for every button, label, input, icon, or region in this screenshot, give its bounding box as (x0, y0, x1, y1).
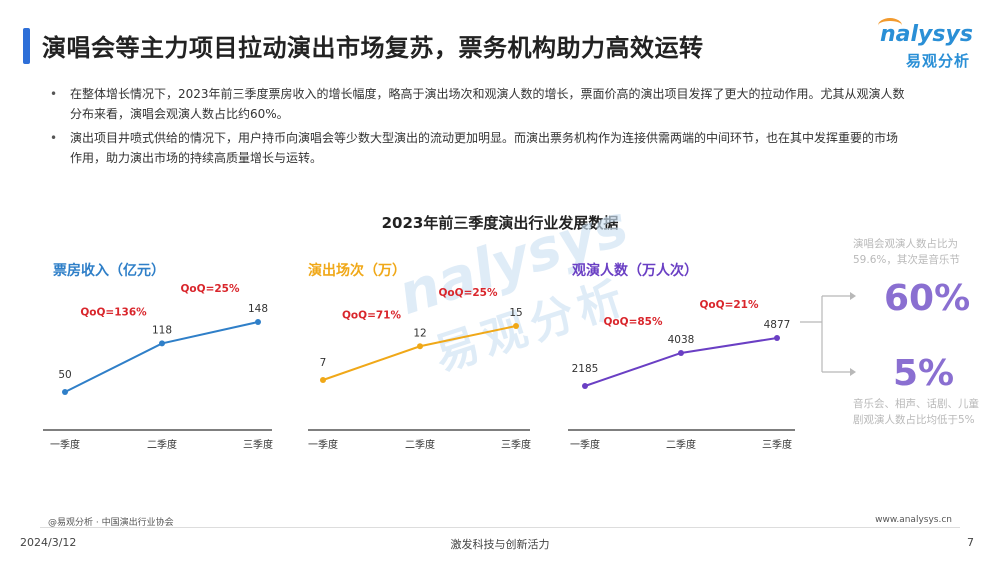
footer-date: 2024/3/12 (20, 536, 77, 549)
data-point (678, 349, 684, 356)
side-note-bottom: 音乐会、相声、话剧、儿童剧观演人数占比均低于5% (853, 398, 979, 426)
chart-title: 2023年前三季度演出行业发展数据 (381, 214, 619, 232)
title-accent-bar (23, 28, 30, 64)
qoq-annotation: QoQ=85% (604, 316, 663, 328)
qoq-annotation: QoQ=136% (80, 306, 147, 318)
chart-panel-title: 观演人数（万人次） (572, 262, 698, 279)
footer-divider (40, 527, 960, 528)
page-number: 7 (967, 536, 974, 549)
logo-arc (878, 18, 902, 33)
side-note-top: 演唱会观演人数占比为59.6%，其次是音乐节 (853, 238, 960, 266)
qoq-annotation: QoQ=71% (342, 309, 401, 321)
data-point (582, 383, 588, 389)
x-tick-label: 三季度 (762, 438, 792, 451)
qoq-annotation: QoQ=25% (181, 283, 240, 295)
side-value-top: 60% (884, 278, 971, 319)
data-point (513, 323, 519, 329)
chart-panel-title: 演出场次（万） (308, 262, 406, 279)
data-label: 4038 (668, 334, 695, 346)
data-label: 118 (152, 324, 172, 336)
qoq-annotation: QoQ=25% (439, 287, 498, 299)
footer-url: www.analysys.cn (875, 515, 952, 525)
footer-slogan: 激发科技与创新活力 (450, 538, 550, 551)
bullet-item: 在整体增长情况下，2023年前三季度票房收入的增长幅度，略高于演出场次和观演人数… (48, 84, 908, 124)
x-tick-label: 一季度 (50, 438, 80, 451)
data-point (417, 343, 423, 350)
bullet-list: 在整体增长情况下，2023年前三季度票房收入的增长幅度，略高于演出场次和观演人数… (48, 84, 908, 172)
data-label: 2185 (572, 363, 599, 375)
data-label: 7 (320, 357, 327, 369)
arrow-head-bottom (850, 368, 856, 376)
data-label: 148 (248, 303, 268, 315)
data-label: 12 (413, 327, 426, 339)
data-label: 4877 (764, 319, 791, 331)
footer-source: @易观分析 · 中国演出行业协会 (48, 518, 174, 528)
logo-chinese: 易观分析 (906, 52, 971, 70)
x-tick-label: 三季度 (501, 438, 531, 451)
x-tick-label: 三季度 (243, 438, 273, 451)
data-point (255, 319, 261, 325)
qoq-annotation: QoQ=21% (700, 299, 759, 311)
x-tick-label: 二季度 (405, 438, 435, 451)
page-title: 演唱会等主力项目拉动演出市场复苏，票务机构助力高效运转 (42, 34, 704, 62)
arrow-head-top (850, 292, 856, 300)
data-point (774, 335, 780, 341)
x-tick-label: 一季度 (308, 438, 338, 451)
data-point (320, 377, 326, 383)
x-tick-label: 一季度 (570, 438, 600, 451)
data-label: 15 (509, 307, 522, 319)
x-tick-label: 二季度 (666, 438, 696, 451)
logo-wordmark: nalysys (880, 22, 973, 47)
data-point (159, 340, 165, 347)
chart-panel-title: 票房收入（亿元） (53, 262, 165, 279)
bullet-item: 演出项目井喷式供给的情况下，用户持币向演唱会等少数大型演出的流动更加明显。而演出… (48, 128, 908, 168)
data-point (62, 389, 68, 395)
x-tick-label: 二季度 (147, 438, 177, 451)
side-value-bottom: 5% (893, 353, 955, 394)
data-label: 50 (58, 369, 71, 381)
